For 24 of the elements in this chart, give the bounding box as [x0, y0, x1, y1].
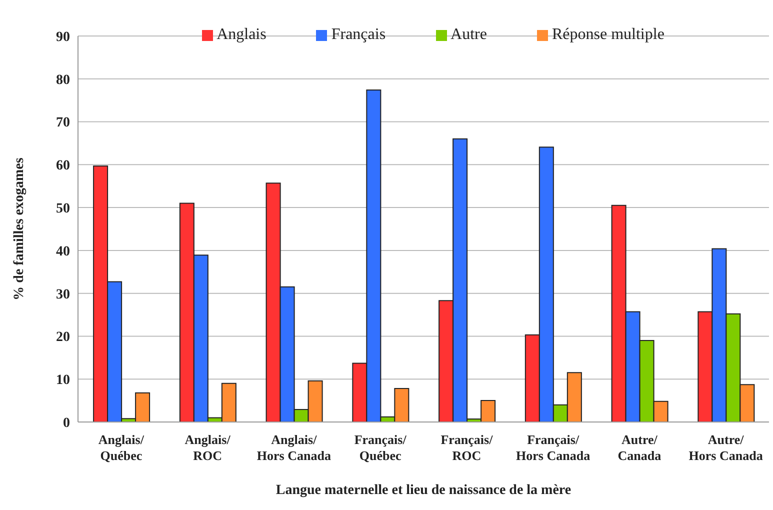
- y-tick-label: 70: [56, 116, 70, 131]
- y-tick-label: 40: [56, 244, 70, 260]
- x-tick-label: Anglais/ ROC: [184, 432, 231, 463]
- legend-label: Français: [331, 26, 386, 43]
- legend-label: Anglais: [216, 26, 266, 43]
- x-tick-label: Français/ ROC: [440, 432, 494, 463]
- y-tick-label: 10: [56, 373, 70, 388]
- y-tick-label: 50: [56, 202, 70, 217]
- x-tick-label: Autre/ Hors Canada: [688, 432, 764, 463]
- x-tick-label: Anglais/ Hors Canada: [256, 432, 332, 463]
- y-tick-label: 20: [56, 330, 70, 346]
- x-tick-label: Anglais/ Québec: [98, 432, 144, 463]
- y-tick-label: 0: [63, 416, 70, 431]
- legend-label: Réponse multiple: [552, 26, 664, 43]
- y-axis-title: % de familles exogames: [12, 157, 27, 300]
- legend-label: Autre: [450, 26, 487, 43]
- y-tick-label: 90: [56, 30, 70, 45]
- y-tick-label: 80: [56, 72, 70, 88]
- y-tick-label: 30: [56, 287, 70, 302]
- y-tick-label: 60: [56, 158, 70, 174]
- x-tick-label: Français/ Québec: [354, 432, 407, 463]
- x-tick-label: Autre/ Canada: [618, 432, 662, 463]
- x-tick-label: Français/ Hors Canada: [516, 432, 591, 463]
- x-axis-title: Langue maternelle et lieu de naissance de la mère: [276, 483, 572, 498]
